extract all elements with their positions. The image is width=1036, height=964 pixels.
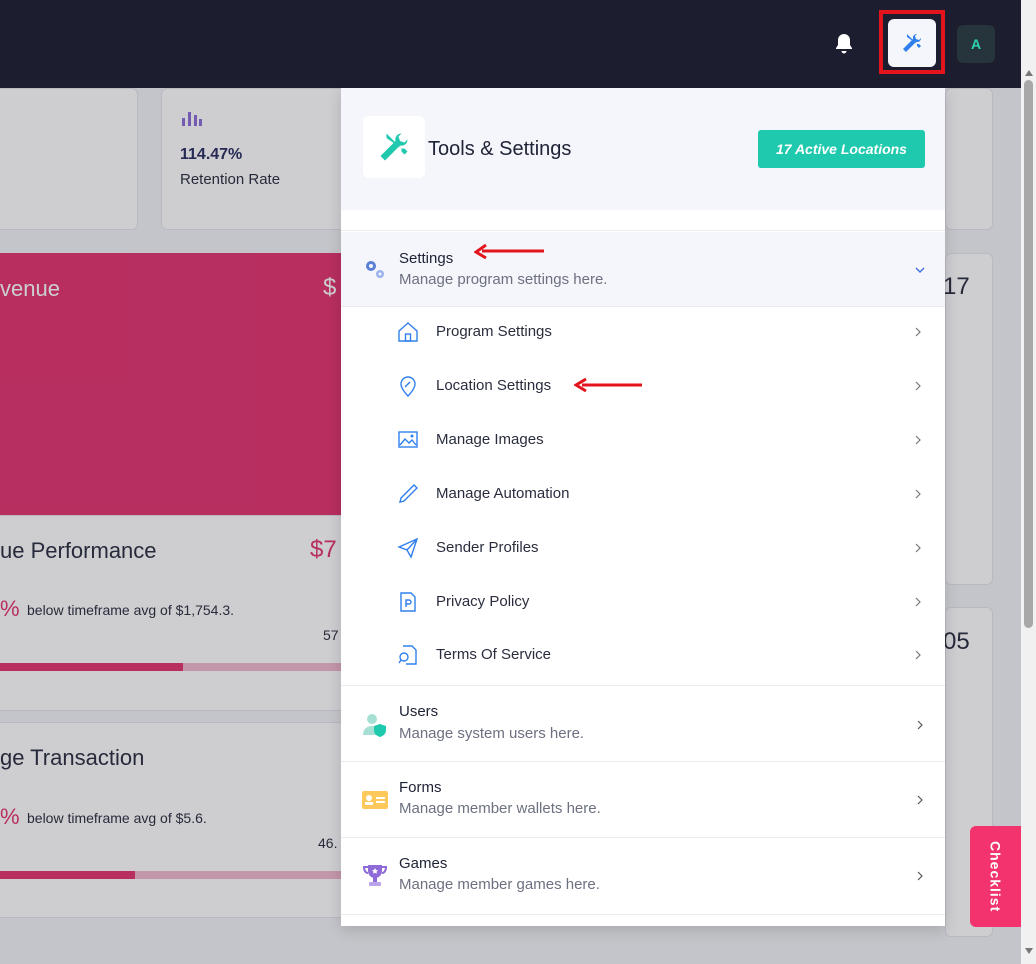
right-card-number-2: 05	[943, 628, 970, 655]
chevron-right-icon	[915, 597, 921, 607]
pencil-icon	[399, 484, 418, 503]
revenue-card-title: venue	[0, 276, 60, 301]
transaction-percent: %	[0, 804, 20, 829]
right-card-number-1: 17	[943, 273, 970, 300]
section-settings[interactable]: Settings Manage program settings here.	[341, 232, 945, 307]
id-card-icon	[362, 791, 388, 809]
stat-card-left	[0, 88, 138, 230]
menu-item-label: Terms Of Service	[436, 646, 552, 663]
paper-plane-icon	[397, 537, 419, 559]
chevron-right-icon	[915, 489, 921, 499]
menu-item-privacy-policy[interactable]: Privacy Policy	[341, 576, 945, 630]
menu-item-label: Location Settings	[436, 377, 552, 394]
stat-card-retention	[161, 88, 361, 230]
chevron-right-icon	[917, 795, 923, 805]
section-users[interactable]: Users Manage system users here.	[341, 685, 945, 762]
menu-item-manage-images[interactable]: Manage Images	[341, 414, 945, 468]
menu-item-label: Program Settings	[436, 323, 552, 340]
transaction-progress-fill	[0, 871, 135, 879]
transaction-small-number: 46.	[318, 835, 338, 851]
menu-item-label: Privacy Policy	[436, 593, 530, 610]
transaction-progress-track	[0, 871, 345, 879]
menu-item-terms-of-service[interactable]: Terms Of Service	[341, 629, 945, 683]
section-users-subtitle: Manage system users here.	[399, 725, 585, 742]
transaction-title: ge Transaction	[0, 745, 145, 770]
tools-icon	[903, 33, 922, 52]
chevron-right-icon	[917, 871, 923, 881]
section-games[interactable]: Games Manage member games here.	[341, 838, 945, 915]
chevron-right-icon	[915, 327, 921, 337]
chevron-right-icon	[915, 543, 921, 553]
performance-value: $7	[310, 536, 337, 563]
top-navbar	[0, 0, 1021, 88]
retention-rate-label: Retention Rate	[180, 171, 281, 188]
bell-icon[interactable]	[832, 32, 856, 56]
performance-title: ue Performance	[0, 538, 157, 563]
checklist-label: Checklist	[987, 840, 1004, 913]
panel-header-icon-box	[363, 116, 425, 178]
tools-settings-button[interactable]	[888, 19, 936, 67]
section-settings-title: Settings	[399, 250, 454, 267]
menu-item-program-settings[interactable]: Program Settings	[341, 306, 945, 360]
retention-rate-value: 114.47%	[180, 146, 243, 163]
tools-button-highlight	[879, 10, 945, 74]
location-pin-icon	[400, 376, 416, 397]
annotation-arrow-settings	[474, 244, 544, 260]
trophy-icon	[362, 865, 388, 886]
scroll-down-arrow-icon[interactable]	[1025, 948, 1033, 954]
performance-small-number: 57	[323, 627, 339, 643]
chevron-down-icon	[915, 267, 925, 273]
section-settings-subtitle: Manage program settings here.	[399, 271, 608, 288]
menu-item-manage-automation[interactable]: Manage Automation	[341, 468, 945, 522]
revenue-card	[0, 253, 345, 515]
transaction-subtext: below timeframe avg of $5.6.	[27, 810, 207, 826]
document-p-icon	[400, 592, 416, 612]
checklist-tab[interactable]: Checklist	[970, 826, 1021, 927]
section-forms-title: Forms	[399, 779, 442, 796]
annotation-arrow-location-settings	[574, 377, 642, 393]
chevron-right-icon	[917, 720, 923, 730]
performance-card	[0, 515, 345, 711]
active-locations-badge[interactable]: 17 Active Locations	[758, 130, 925, 168]
section-forms-subtitle: Manage member wallets here.	[399, 800, 601, 817]
panel-header: Tools & Settings 17 Active Locations	[341, 88, 945, 210]
tools-settings-panel: Tools & Settings 17 Active Locations Set…	[341, 88, 945, 926]
section-users-title: Users	[399, 703, 439, 720]
chevron-right-icon	[915, 435, 921, 445]
document-search-icon	[398, 645, 417, 665]
performance-subtext: below timeframe avg of $1,754.3.	[27, 602, 235, 618]
user-shield-icon	[363, 714, 386, 737]
bar-chart-icon	[182, 112, 202, 126]
user-avatar[interactable]: A	[957, 25, 995, 63]
chevron-right-icon	[915, 650, 921, 660]
section-games-subtitle: Manage member games here.	[399, 876, 600, 893]
menu-item-label: Manage Images	[436, 431, 544, 448]
home-icon	[398, 322, 418, 342]
panel-title: Tools & Settings	[428, 138, 572, 160]
revenue-card-value: $	[323, 274, 337, 301]
tools-icon	[380, 133, 408, 161]
scroll-up-arrow-icon[interactable]	[1025, 70, 1033, 76]
scrollbar-thumb[interactable]	[1024, 80, 1033, 628]
section-games-title: Games	[399, 855, 448, 872]
right-card-top	[945, 88, 993, 230]
menu-item-label: Manage Automation	[436, 485, 570, 502]
performance-progress-fill	[0, 663, 183, 671]
chevron-right-icon	[915, 381, 921, 391]
performance-percent: %	[0, 596, 20, 621]
menu-item-sender-profiles[interactable]: Sender Profiles	[341, 522, 945, 576]
panel-divider	[341, 210, 945, 231]
right-card-middle	[945, 253, 993, 585]
menu-item-location-settings[interactable]: Location Settings	[341, 360, 945, 414]
section-forms[interactable]: Forms Manage member wallets here.	[341, 762, 945, 838]
image-icon	[398, 431, 418, 448]
menu-item-label: Sender Profiles	[436, 539, 539, 556]
gears-icon	[366, 261, 384, 278]
